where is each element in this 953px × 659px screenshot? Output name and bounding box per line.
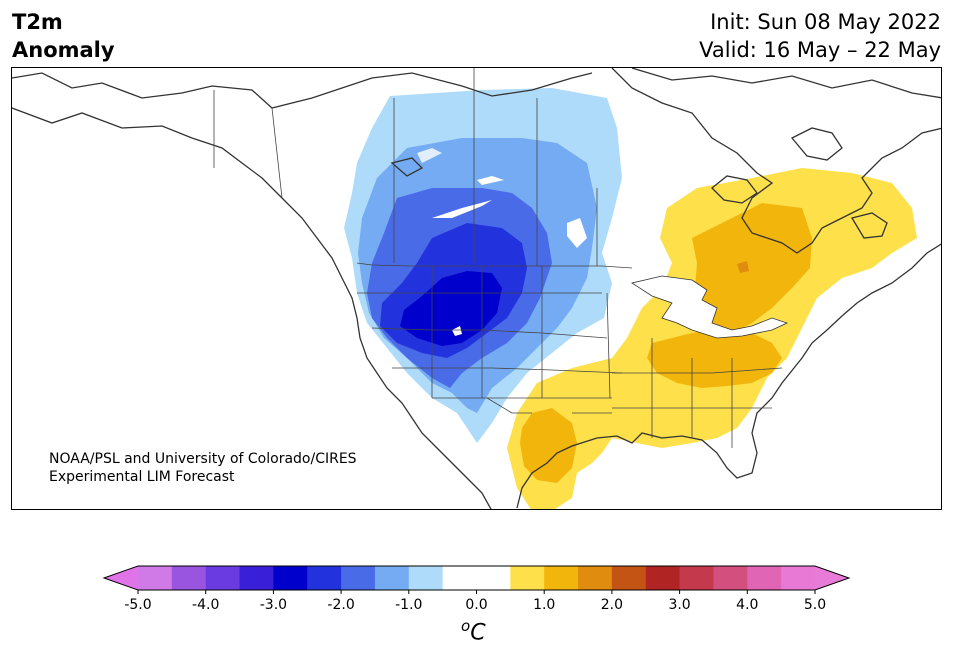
colorbar-cell xyxy=(341,566,376,590)
colorbar-cell xyxy=(544,566,579,590)
colorbar-cell xyxy=(138,566,173,590)
colorbar-cell xyxy=(205,566,241,590)
map-title: T2m Anomaly xyxy=(12,8,115,64)
valid-range: Valid: 16 May – 22 May xyxy=(699,38,941,62)
map-canvas xyxy=(12,68,941,509)
degree-symbol: o xyxy=(461,617,471,635)
colorbar-tick-label: 3.0 xyxy=(668,597,690,613)
colorbar-unit: oC xyxy=(461,617,486,645)
colorbar-cell xyxy=(747,566,782,590)
great-lakes xyxy=(630,275,789,339)
colorbar-cell xyxy=(781,566,816,590)
colorbar-cell xyxy=(408,566,444,590)
colorbar-tick-label: -2.0 xyxy=(327,597,354,613)
colorbar-cell xyxy=(273,566,308,590)
colorbar-cell xyxy=(510,566,545,590)
colorbar-cell xyxy=(611,566,647,590)
coastlines xyxy=(12,68,941,509)
credit-line-2: Experimental LIM Forecast xyxy=(49,469,235,485)
title-line-2: Anomaly xyxy=(12,38,115,62)
colorbar-extend-high xyxy=(815,566,849,590)
anomaly-map xyxy=(11,67,942,510)
colorbar-tick-label: 1.0 xyxy=(533,597,555,613)
colorbar-tick-label: 5.0 xyxy=(804,597,826,613)
colorbar-cell xyxy=(171,566,207,590)
colorbar-cell xyxy=(374,566,410,590)
colorbar-tick-label: 2.0 xyxy=(601,597,623,613)
political-borders xyxy=(213,68,783,448)
colorbar-cell xyxy=(713,566,748,590)
colorbar-cell xyxy=(307,566,342,590)
colorbar-cell xyxy=(476,566,511,590)
warm-contour-1.0-texas xyxy=(520,408,577,483)
credit-text: NOAA/PSL and University of Colorado/CIRE… xyxy=(49,450,357,486)
colorbar-cell xyxy=(239,566,274,590)
colorbar-tick-label: 4.0 xyxy=(736,597,758,613)
title-line-1: T2m xyxy=(12,10,63,34)
colorbar-tick-label: 0.0 xyxy=(465,597,487,613)
colorbar-tick-label: -5.0 xyxy=(124,597,151,613)
colorbar-cell xyxy=(645,566,681,590)
warm-contour-1.0-ontario xyxy=(692,203,812,338)
colorbar-tick-label: -3.0 xyxy=(260,597,287,613)
colorbar-cell xyxy=(679,566,714,590)
date-info: Init: Sun 08 May 2022 Valid: 16 May – 22… xyxy=(699,8,941,64)
colorbar-cell xyxy=(442,566,477,590)
colorbar-tick-label: -1.0 xyxy=(395,597,422,613)
colorbar-cell xyxy=(578,566,613,590)
cold-contour-2.5 xyxy=(400,271,502,346)
colorbar-extend-low xyxy=(104,566,138,590)
unit-letter: C xyxy=(470,620,486,646)
colorbar-tick-label: -4.0 xyxy=(192,597,219,613)
credit-line-1: NOAA/PSL and University of Colorado/CIRE… xyxy=(49,451,357,467)
init-date: Init: Sun 08 May 2022 xyxy=(710,10,941,34)
